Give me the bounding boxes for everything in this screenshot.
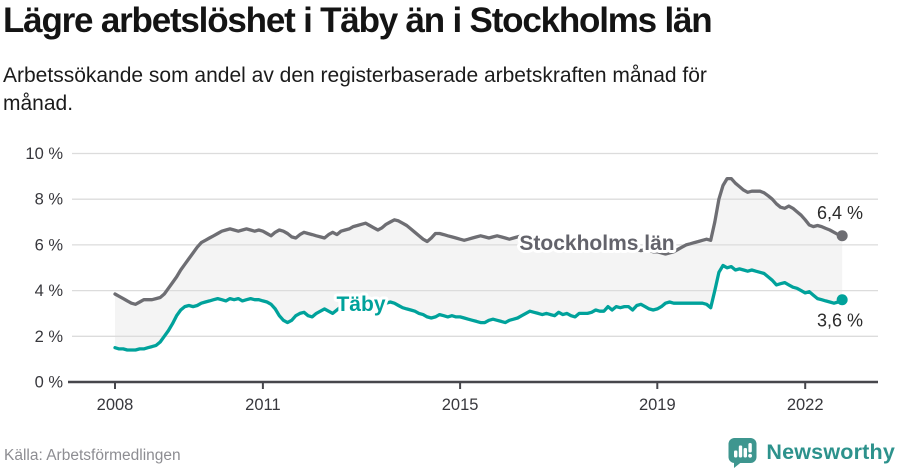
y-axis-tick-label: 0 %: [35, 374, 64, 392]
x-axis-tick-label: 2015: [442, 396, 479, 414]
series-inline-label: Täby: [336, 293, 385, 316]
x-axis: 2008 2011 2015 2019 2022: [68, 380, 878, 414]
y-axis-tick-label: 10 %: [25, 145, 63, 163]
y-axis-tick-label: 8 %: [35, 191, 64, 209]
gridlines: [72, 152, 878, 337]
end-value-label: 6,4 %: [817, 203, 863, 223]
end-value-label: 3,6 %: [817, 311, 863, 331]
chart-subtitle: Arbetssökande som andel av den registerb…: [3, 64, 707, 116]
series-inline-label: Stockholms län: [519, 232, 674, 255]
y-axis-tick-label: 4 %: [35, 282, 64, 300]
line-chart: 0 % 2 % 4 % 6 % 8 % 10 % 2008 2011 2015 2019 2022 S…: [25, 145, 878, 414]
x-axis-tick-label: 2022: [787, 396, 824, 414]
y-axis-tick-label: 2 %: [35, 328, 64, 346]
x-axis-tick-label: 2019: [639, 396, 676, 414]
end-dot: [836, 294, 848, 306]
end-markers: 6,4 % 3,6 %: [815, 201, 865, 333]
series-line: [113, 176, 844, 306]
series-lines: [113, 176, 844, 352]
x-axis-tick-label: 2008: [97, 396, 134, 414]
page-title: Lägre arbetslöshet i Täby än i Stockholm…: [3, 1, 713, 40]
end-dot: [836, 230, 848, 242]
newsworthy-brand[interactable]: Newsworthy: [727, 437, 895, 468]
x-axis-tick-label: 2011: [245, 396, 280, 414]
brand-wordmark: Newsworthy: [766, 440, 895, 464]
source-note: Källa: Arbetsförmedlingen: [4, 447, 181, 464]
bar-chart-speech-bubble-icon: [728, 438, 757, 468]
series-labels: Stockholms län Täby: [333, 229, 677, 319]
y-axis-tick-label: 6 %: [35, 236, 64, 254]
area-between-series: [115, 178, 843, 350]
y-axis: 0 % 2 % 4 % 6 % 8 % 10 %: [25, 145, 63, 392]
series-line: [113, 263, 844, 352]
